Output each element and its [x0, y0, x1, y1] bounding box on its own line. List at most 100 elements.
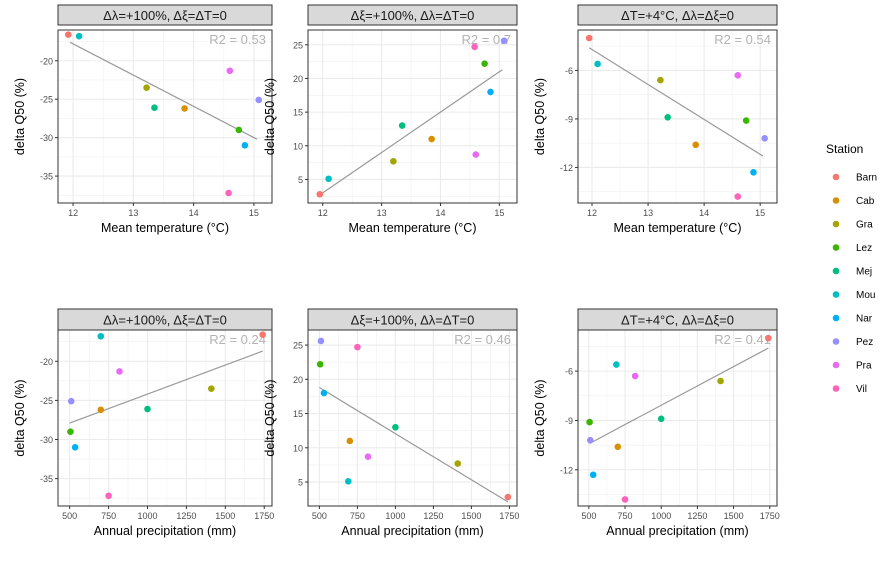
legend-key-barn: [832, 173, 840, 181]
x-tick-label: 1500: [724, 511, 744, 521]
point-pra: [631, 372, 639, 380]
x-axis-title: Annual precipitation (mm): [606, 524, 748, 538]
point-nar: [320, 389, 328, 397]
plot-background: [578, 330, 777, 506]
y-tick-label: 10: [293, 141, 303, 151]
point-gra: [657, 76, 664, 84]
x-tick-label: 14: [189, 208, 199, 218]
point-lez: [586, 418, 593, 426]
legend-label: Barn: [856, 173, 877, 184]
r2-annotation: R2 = 0.53: [209, 32, 266, 47]
panels-group: Δλ=+100%, Δξ=ΔT=0 12 13 14 15 -35 -30 -25 -20 Mea…: [13, 4, 780, 538]
x-tick-label: 15: [249, 208, 259, 218]
plot-background: [578, 30, 777, 203]
panel-title: Δξ=+100%, Δλ=ΔT=0: [351, 313, 475, 328]
point-cab: [692, 141, 700, 149]
legend-label: Pra: [856, 361, 872, 372]
point-vil: [225, 189, 232, 197]
point-gra: [454, 460, 462, 467]
y-tick-label: -12: [560, 465, 573, 475]
point-mou: [97, 332, 105, 340]
trend-line: [69, 41, 258, 140]
y-tick-label: -25: [40, 95, 53, 105]
point-gra: [390, 157, 397, 165]
point-barn: [316, 190, 324, 198]
point-pra: [364, 453, 372, 460]
r2-annotation: R2 = 0.41: [714, 332, 771, 347]
x-tick-label: 1250: [176, 511, 196, 521]
r2-annotation: R2 = 0.7: [461, 32, 511, 47]
x-axis-title: Mean temperature (°C): [349, 221, 477, 235]
legend-label: Mou: [856, 290, 875, 301]
x-tick-label: 12: [587, 208, 597, 218]
y-axis-title: delta Q50 (%): [13, 78, 27, 155]
x-tick-label: 15: [755, 208, 765, 218]
legend-items: Barn Cab Gra Lez Mej Mou Nar Pez Pra Vil: [832, 173, 877, 395]
panel-3: ΔT=+4°C, Δλ=Δξ=0 12 13 14 15 -12 -9 -6 Mean temp…: [533, 4, 778, 235]
legend-label: Cab: [856, 196, 875, 207]
legend-key-nar: [832, 314, 840, 322]
panel-title: Δλ=+100%, Δξ=ΔT=0: [103, 8, 227, 23]
point-mej: [392, 423, 399, 431]
y-tick-label: 5: [298, 175, 303, 185]
x-tick-label: 1250: [687, 511, 707, 521]
x-axis-title: Annual precipitation (mm): [94, 524, 236, 538]
plot-background: [58, 30, 272, 203]
y-tick-label: -6: [565, 367, 573, 377]
x-axis-title: Mean temperature (°C): [101, 221, 229, 235]
point-mej: [151, 104, 158, 111]
y-tick-label: -30: [40, 133, 53, 143]
point-pra: [734, 71, 742, 79]
legend-label: Lez: [856, 243, 872, 254]
y-tick-label: -20: [40, 357, 53, 367]
point-gra: [143, 84, 150, 91]
plot-border: [577, 29, 778, 204]
station-legend: Station Barn Cab Gra Lez Mej Mou Nar Pez Pra Vil: [826, 142, 877, 395]
panel-strip: [307, 4, 518, 26]
panel-5: Δξ=+100%, Δλ=ΔT=0 500 750 1000 1250 1500 1750 5…: [263, 308, 519, 538]
plot-border: [577, 329, 778, 507]
point-lez: [481, 60, 488, 67]
point-vil: [105, 492, 112, 500]
x-tick-label: 1750: [254, 511, 274, 521]
y-axis-title: delta Q50 (%): [13, 379, 27, 456]
y-tick-label: 20: [293, 375, 303, 385]
point-lez: [67, 428, 74, 435]
x-tick-label: 14: [699, 208, 709, 218]
legend-label: Pez: [856, 337, 873, 348]
point-pez: [587, 436, 594, 444]
x-tick-label: 13: [377, 208, 387, 218]
point-cab: [181, 105, 188, 112]
point-vil: [471, 43, 478, 51]
legend-key-pra: [832, 361, 840, 369]
x-tick-label: 12: [318, 208, 328, 218]
x-tick-label: 12: [68, 208, 78, 218]
y-tick-label: 10: [293, 443, 303, 453]
legend-title: Station: [826, 142, 863, 156]
y-axis-title: delta Q50 (%): [533, 78, 547, 155]
panel-1: Δλ=+100%, Δξ=ΔT=0 12 13 14 15 -35 -30 -25 -20 Mea…: [13, 4, 273, 235]
legend-label: Vil: [856, 384, 867, 395]
panel-6: ΔT=+4°C, Δλ=Δξ=0 500 750 1000 1250 1500 1750 -1…: [533, 308, 780, 538]
y-axis-title: delta Q50 (%): [533, 379, 547, 456]
y-tick-label: 25: [293, 40, 303, 50]
x-tick-label: 1000: [137, 511, 157, 521]
x-tick-label: 500: [581, 511, 596, 521]
legend-key-mou: [832, 291, 840, 298]
trend-line: [588, 47, 764, 157]
point-barn: [259, 331, 266, 338]
point-pez: [317, 337, 325, 345]
plot-border: [307, 329, 518, 507]
y-axis-title: delta Q50 (%): [263, 379, 277, 456]
r2-annotation: R2 = 0.24: [209, 332, 266, 347]
y-tick-label: -6: [565, 66, 573, 76]
point-mej: [657, 415, 665, 423]
point-mou: [325, 175, 332, 183]
x-tick-label: 750: [350, 511, 365, 521]
y-tick-label: -35: [40, 172, 53, 182]
point-gra: [717, 377, 724, 385]
plot-border: [307, 29, 518, 204]
x-tick-label: 1500: [461, 511, 481, 521]
y-tick-label: -25: [40, 396, 53, 406]
